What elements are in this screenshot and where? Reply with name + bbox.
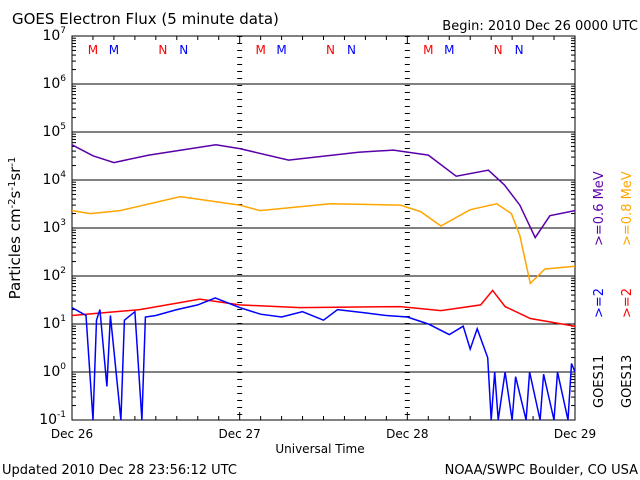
- y-tick-label: 107: [42, 26, 66, 44]
- y-tick-label: 10-1: [39, 410, 66, 428]
- noon-midnight-marker: N: [515, 43, 524, 57]
- series-line-goes11-2-mev: [71, 297, 576, 421]
- source-credit: NOAA/SWPC Boulder, CO USA: [445, 463, 638, 478]
- y-axis-label: Particles cm-2s-1sr-1: [6, 157, 24, 300]
- noon-midnight-marker: M: [255, 43, 265, 57]
- legend-goes11-06mev: >=0.6 MeV: [592, 171, 607, 246]
- begin-label: Begin: 2010 Dec 26 0000 UTC: [442, 19, 638, 34]
- y-tick-label: 105: [42, 122, 66, 140]
- noon-midnight-marker: N: [179, 43, 188, 57]
- legend-goes13-08mev: >=0.8 MeV: [620, 171, 635, 246]
- noon-midnight-marker: M: [423, 43, 433, 57]
- x-tick-label: Dec 29: [554, 427, 596, 441]
- y-tick-label: 106: [42, 74, 66, 92]
- y-tick-label: 104: [42, 170, 66, 188]
- noon-midnight-marker: M: [109, 43, 119, 57]
- y-tick-label: 103: [42, 218, 66, 236]
- series-line-goes13-2-mev: [71, 289, 576, 327]
- legend-goes13: GOES13: [620, 355, 635, 408]
- x-tick-label: Dec 27: [219, 427, 261, 441]
- x-axis-label: Universal Time: [275, 442, 364, 456]
- series-line-goes11-0-6-mev: [71, 144, 576, 240]
- y-tick-label: 100: [42, 362, 66, 380]
- noon-midnight-marker: N: [347, 43, 356, 57]
- noon-midnight-marker: M: [444, 43, 454, 57]
- chart-title: GOES Electron Flux (5 minute data): [12, 10, 279, 28]
- x-tick-label: Dec 28: [386, 427, 428, 441]
- noon-midnight-marker: N: [326, 43, 335, 57]
- legend: GOES11 GOES13 >=2 >=2 >=0.6 MeV >=0.8 Me…: [592, 171, 635, 408]
- legend-goes11-2mev: >=2: [592, 288, 607, 318]
- noon-midnight-marker: N: [494, 43, 503, 57]
- noon-midnight-marker: M: [88, 43, 98, 57]
- updated-timestamp: Updated 2010 Dec 28 23:56:12 UTC: [2, 463, 237, 478]
- legend-goes13-2mev: >=2: [620, 288, 635, 318]
- series-line-goes13-0-8-mev: [71, 195, 576, 285]
- noon-midnight-marker: N: [158, 43, 167, 57]
- legend-goes11: GOES11: [592, 355, 607, 408]
- y-tick-label: 102: [42, 266, 66, 284]
- x-tick-label: Dec 26: [51, 427, 93, 441]
- noon-midnight-marker: M: [276, 43, 286, 57]
- y-tick-label: 101: [42, 314, 66, 332]
